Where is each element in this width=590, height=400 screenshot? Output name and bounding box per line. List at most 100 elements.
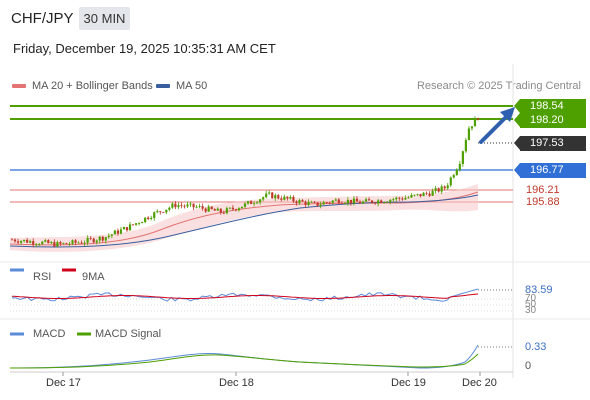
candle-body — [277, 195, 280, 199]
candle-body — [98, 236, 101, 241]
candle-body — [122, 227, 126, 230]
candle-body — [159, 211, 162, 213]
candle-body — [246, 201, 250, 204]
candle-body — [29, 241, 32, 243]
candle-body — [243, 203, 247, 207]
candle-body — [83, 242, 86, 244]
rsi-legend-label: RSI — [33, 271, 52, 283]
candle-body — [398, 197, 401, 199]
candle-body — [367, 199, 371, 201]
candle-body — [156, 211, 159, 213]
candle-body — [113, 230, 116, 235]
candle-body — [449, 177, 452, 186]
legend-ma50: MA 50 — [156, 80, 207, 92]
candle-body — [422, 192, 425, 197]
candle-body — [216, 208, 219, 211]
candle-body — [386, 201, 389, 203]
candle-body — [65, 243, 68, 244]
rsi-ma-line — [11, 293, 479, 299]
candle-body — [283, 196, 286, 200]
macd-zero-label: 0 — [525, 360, 532, 372]
candle-body — [38, 244, 41, 246]
candle-body — [50, 242, 53, 244]
x-label-dec18: Dec 18 — [219, 377, 254, 389]
current-price-tag: 197.53 — [514, 136, 586, 151]
symbol-title: CHF/JPY — [11, 10, 74, 27]
legend-ma20: MA 20 + Bollinger Bands — [12, 80, 153, 92]
candle-body — [434, 188, 437, 191]
candle-body — [195, 206, 198, 208]
candle-body — [274, 195, 277, 199]
candle-body — [380, 200, 383, 203]
candle-body — [134, 223, 138, 225]
candle-body — [404, 197, 407, 200]
candle-body — [89, 237, 92, 239]
candle-body — [125, 227, 129, 231]
candle-body — [183, 205, 186, 207]
candle-body — [464, 140, 467, 152]
candle-body — [198, 206, 201, 207]
candle-body — [310, 202, 313, 203]
candle-body — [289, 196, 292, 199]
candle-body — [383, 202, 386, 203]
candle-body — [476, 118, 480, 120]
candle-body — [141, 222, 144, 224]
candle-body — [313, 202, 316, 203]
candle-body — [47, 240, 50, 244]
candle-body — [35, 244, 38, 246]
candle-body — [119, 229, 123, 234]
candle-body — [352, 198, 356, 204]
candle-body — [104, 237, 107, 241]
x-label-dec19: Dec 19 — [391, 377, 426, 389]
candle-body — [110, 234, 113, 236]
candle-body — [219, 208, 222, 213]
candle-body — [316, 202, 319, 206]
candle-body — [467, 128, 471, 141]
candle-body — [377, 200, 380, 204]
target-high-tag: 198.54 — [514, 99, 586, 114]
candle-body — [292, 196, 295, 202]
ma50-swatch — [156, 84, 170, 89]
macd-value-label: 0.33 — [525, 341, 547, 353]
candle-body — [26, 239, 29, 243]
candle-body — [228, 207, 231, 209]
candle-body — [53, 242, 56, 247]
candle-body — [201, 206, 204, 209]
candle-body — [392, 199, 395, 201]
rsi-line — [11, 288, 479, 302]
candle-body — [307, 202, 310, 206]
candle-body — [222, 212, 225, 214]
candle-body — [116, 230, 120, 234]
candle-body — [68, 243, 71, 245]
candle-body — [355, 198, 359, 202]
candle-body — [334, 199, 337, 201]
candle-body — [401, 198, 404, 200]
candle-body — [374, 202, 377, 204]
forecast-arrow-head — [500, 107, 515, 122]
candle-body — [165, 209, 168, 213]
research-credit: Research © 2025 Trading Central — [416, 80, 581, 92]
support2-label: 195.88 — [526, 196, 560, 208]
candle-body — [343, 203, 346, 204]
timeframe-button[interactable]: 30 MIN — [79, 7, 130, 30]
candle-body — [319, 204, 322, 206]
candle-body — [56, 242, 59, 247]
candle-body — [325, 202, 328, 204]
candle-body — [262, 197, 265, 200]
candle-body — [186, 204, 189, 207]
candle-body — [210, 206, 213, 210]
candle-body — [413, 194, 416, 196]
candle-body — [231, 207, 234, 210]
forecast-arrow — [479, 115, 508, 144]
candle-body — [92, 238, 95, 243]
bollinger-band — [10, 184, 478, 252]
candle-body — [265, 193, 268, 198]
candle-body — [461, 151, 464, 164]
candle-body — [416, 193, 419, 195]
ma20-line — [9, 191, 479, 246]
candlestick-series — [10, 116, 480, 248]
candle-body — [41, 241, 44, 245]
candle-body — [280, 198, 283, 200]
candle-body — [361, 201, 365, 204]
